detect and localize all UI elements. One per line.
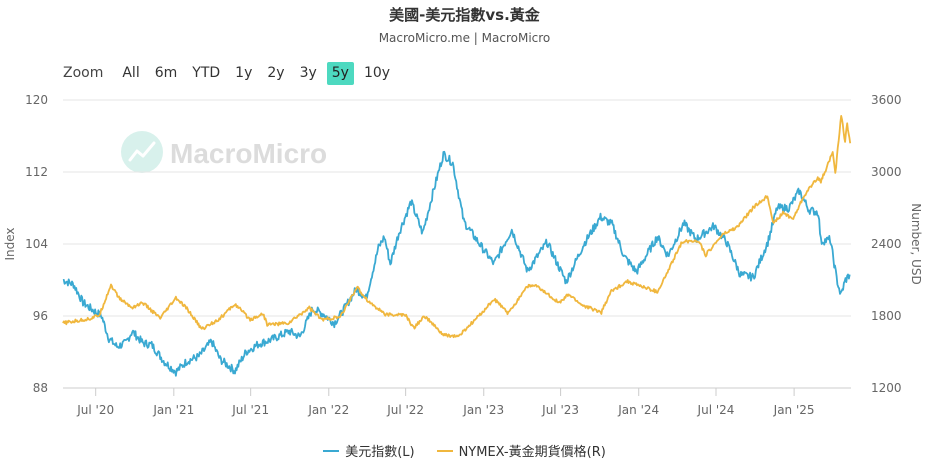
right-axis-ticks: 1200 1800 2400 3000 3600 xyxy=(871,93,902,395)
x-tick-label: Jul '22 xyxy=(386,403,424,417)
x-tick-label: Jan '24 xyxy=(617,403,659,417)
watermark-logo-mark xyxy=(128,141,156,162)
series-line-usd-index[interactable] xyxy=(62,150,851,377)
zoom-button-2y[interactable]: 2y xyxy=(267,64,285,81)
legend: 美元指數(L) NYMEX-黃金期貨價格(R) xyxy=(0,441,929,460)
x-tick-label: Jan '21 xyxy=(152,403,194,417)
right-axis-label: Number, USD xyxy=(909,203,923,284)
left-tick-label: 120 xyxy=(25,93,48,107)
watermark-text: MacroMicro xyxy=(170,138,327,169)
left-axis-label: Index xyxy=(3,227,17,260)
right-tick-label: 1200 xyxy=(871,381,902,395)
legend-label-usd-index: 美元指數(L) xyxy=(345,445,415,460)
legend-swatch-usd-index xyxy=(323,449,340,452)
zoom-button-1y[interactable]: 1y xyxy=(235,64,253,81)
series-layer xyxy=(62,115,852,377)
x-tick-label: Jan '25 xyxy=(773,403,815,417)
watermark-logo-icon xyxy=(121,131,163,173)
left-axis-ticks: 88 96 104 112 120 xyxy=(25,93,48,395)
x-tick-label: Jul '23 xyxy=(541,403,579,417)
zoom-button-10y[interactable]: 10y xyxy=(363,64,391,81)
left-tick-label: 96 xyxy=(33,309,48,323)
zoom-button-ytd[interactable]: YTD xyxy=(192,64,221,81)
x-tick-label: Jul '20 xyxy=(76,403,114,417)
x-tick-label: Jan '23 xyxy=(462,403,504,417)
legend-item-usd-index[interactable]: 美元指數(L) xyxy=(323,441,415,460)
zoom-button-6m[interactable]: 6m xyxy=(154,64,178,81)
right-tick-label: 1800 xyxy=(871,309,902,323)
legend-swatch-gold-futures xyxy=(436,449,453,452)
left-tick-label: 88 xyxy=(33,381,48,395)
x-tick-label: Jul '21 xyxy=(231,403,269,417)
right-tick-label: 2400 xyxy=(871,237,902,251)
zoom-button-3y[interactable]: 3y xyxy=(299,64,317,81)
gridlines xyxy=(63,99,851,317)
zoom-button-5y[interactable]: 5y xyxy=(326,61,354,85)
legend-label-gold-futures: NYMEX-黃金期貨價格(R) xyxy=(458,445,606,460)
left-tick-label: 104 xyxy=(25,237,48,251)
legend-item-gold-futures[interactable]: NYMEX-黃金期貨價格(R) xyxy=(436,441,606,460)
left-tick-label: 112 xyxy=(25,165,48,179)
chart-title: 美國-美元指數vs.黃金 xyxy=(389,6,540,24)
x-axis-ticks: Jul '20 Jan '21 Jul '21 Jan '22 Jul '22 Jan '… xyxy=(76,388,815,417)
watermark: MacroMicro xyxy=(121,131,327,173)
series-line-gold-futures[interactable] xyxy=(62,115,852,339)
zoom-label: Zoom xyxy=(63,65,104,81)
right-tick-label: 3600 xyxy=(871,93,902,107)
x-tick-label: Jul '24 xyxy=(697,403,735,417)
x-tick-label: Jan '22 xyxy=(307,403,349,417)
zoom-range-selector: Zoom All 6m YTD 1y 2y 3y 5y 10y xyxy=(63,61,400,85)
right-tick-label: 3000 xyxy=(871,165,902,179)
zoom-button-all[interactable]: All xyxy=(122,64,140,81)
chart-subtitle: MacroMicro.me | MacroMicro xyxy=(378,31,551,45)
